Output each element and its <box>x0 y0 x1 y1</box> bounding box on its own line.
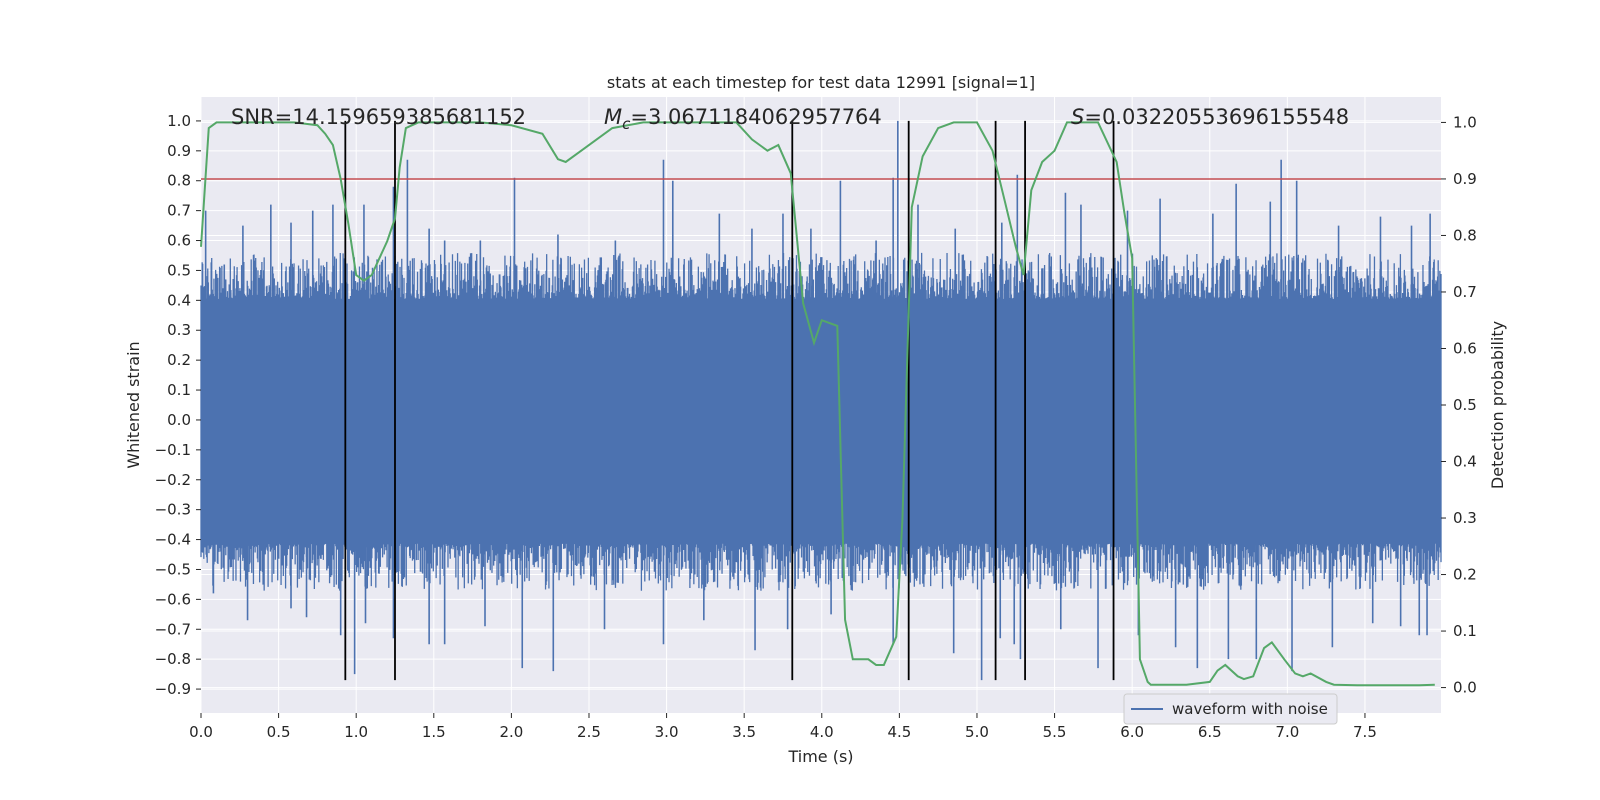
y-left-tick-label: −0.2 <box>155 471 191 489</box>
y-left-tick-label: −0.7 <box>155 620 191 638</box>
x-tick-label: 3.0 <box>655 723 679 741</box>
s-annotation: S=0.03220553696155548 <box>1071 105 1349 129</box>
y-left-tick-label: −0.1 <box>155 441 191 459</box>
x-tick-label: 3.5 <box>732 723 756 741</box>
y-left-tick-label: −0.9 <box>155 680 191 698</box>
y-left-tick-label: 0.6 <box>167 232 191 250</box>
probability-line <box>200 121 1435 687</box>
y-right-tick-label: 1.0 <box>1453 113 1477 131</box>
x-tick-label: 7.5 <box>1353 723 1377 741</box>
mc-annotation: Mc=3.0671184062957764 <box>604 105 882 133</box>
x-tick-label: 2.0 <box>499 723 523 741</box>
probability-series <box>200 121 1435 687</box>
y-left-tick-label: 0.2 <box>167 351 191 369</box>
x-tick-label: 5.5 <box>1043 723 1067 741</box>
y-left-tick-label: 0.0 <box>167 411 191 429</box>
y-left-tick-label: 0.4 <box>167 291 191 309</box>
x-tick-label: 4.5 <box>887 723 911 741</box>
y-left-tick-label: −0.3 <box>155 501 191 519</box>
y-left-tick-label: 0.5 <box>167 261 191 279</box>
y-left-tick-label: −0.6 <box>155 590 191 608</box>
y-right-tick-label: 0.0 <box>1453 679 1477 697</box>
y-left-tick-labels: −0.9 −0.8 −0.7 −0.6 −0.5 −0.4 −0.3 −0.2 −0.1 0.0 0… <box>155 112 201 698</box>
x-tick-label: 6.0 <box>1120 723 1144 741</box>
x-tick-label: 7.0 <box>1275 723 1299 741</box>
y-axis-label-right: Detection probability <box>1488 321 1507 489</box>
x-tick-label: 1.5 <box>422 723 446 741</box>
y-right-tick-label: 0.8 <box>1453 226 1477 244</box>
waveform-series <box>200 120 1442 681</box>
snr-annotation: SNR=14.159659385681152 <box>231 105 526 129</box>
x-tick-label: 5.0 <box>965 723 989 741</box>
x-axis-label: Time (s) <box>787 747 853 766</box>
y-right-tick-label: 0.2 <box>1453 566 1477 584</box>
x-tick-label: 4.0 <box>810 723 834 741</box>
y-left-tick-label: −0.4 <box>155 531 191 549</box>
x-tick-label: 6.5 <box>1198 723 1222 741</box>
y-left-tick-label: 0.8 <box>167 172 191 190</box>
x-tick-label: 0.0 <box>189 723 213 741</box>
s-value: =0.03220553696155548 <box>1084 105 1349 129</box>
mc-value: =3.0671184062957764 <box>630 105 881 129</box>
legend-label: waveform with noise <box>1172 700 1328 718</box>
y-left-tick-label: 0.7 <box>167 202 191 220</box>
y-left-tick-label: −0.5 <box>155 560 191 578</box>
chart-title: stats at each timestep for test data 129… <box>607 73 1035 92</box>
x-tick-label: 0.5 <box>267 723 291 741</box>
y-left-tick-label: 0.3 <box>167 321 191 339</box>
legend: waveform with noise <box>1123 693 1338 725</box>
mc-subscript: c <box>622 115 631 133</box>
y-left-tick-label: 0.1 <box>167 381 191 399</box>
x-tick-label: 1.0 <box>344 723 368 741</box>
y-right-tick-label: 0.4 <box>1453 453 1477 471</box>
y-right-tick-labels: 0.0 0.1 0.2 0.3 0.4 0.5 0.6 0.7 0.8 0.9 1.0 <box>1441 113 1477 697</box>
s-symbol: S <box>1071 105 1084 129</box>
y-right-tick-label: 0.6 <box>1453 339 1477 357</box>
mc-symbol: M <box>604 105 622 129</box>
y-left-tick-label: −0.8 <box>155 650 191 668</box>
y-right-tick-label: 0.3 <box>1453 509 1477 527</box>
y-right-tick-label: 0.5 <box>1453 396 1477 414</box>
y-axis-label-left: Whitened strain <box>124 341 143 468</box>
y-right-tick-label: 0.7 <box>1453 283 1477 301</box>
y-left-tick-label: 1.0 <box>167 112 191 130</box>
x-tick-label: 2.5 <box>577 723 601 741</box>
y-right-tick-label: 0.1 <box>1453 622 1477 640</box>
vertical-markers <box>344 120 1115 681</box>
waveform-noise-trace <box>200 252 1442 591</box>
legend-box <box>1123 693 1338 725</box>
y-right-tick-label: 0.9 <box>1453 170 1477 188</box>
y-left-tick-label: 0.9 <box>167 142 191 160</box>
